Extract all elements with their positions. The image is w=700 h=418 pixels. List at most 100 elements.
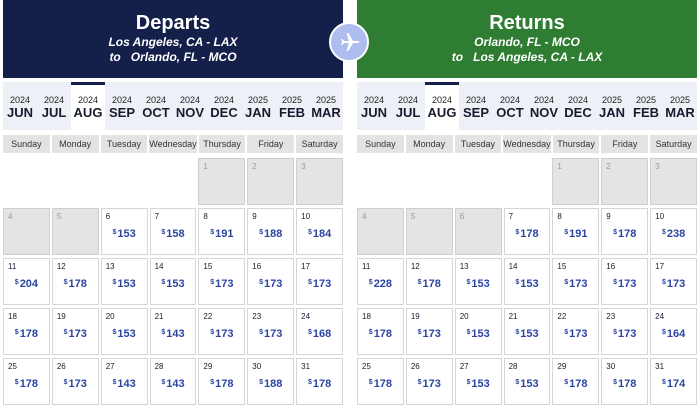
calendar-day[interactable]: 7 $178 (503, 208, 551, 255)
calendar-day[interactable]: 18 $178 (357, 308, 404, 355)
fare-price: $143 (102, 377, 147, 391)
calendar-day[interactable]: 29 $178 (552, 358, 600, 405)
calendar-day[interactable]: 23 $173 (247, 308, 295, 355)
calendar-day[interactable]: 17 $173 (296, 258, 343, 305)
calendar-day[interactable]: 20 $153 (454, 308, 502, 355)
calendar-day[interactable]: 25 $178 (357, 358, 404, 405)
calendar-day[interactable]: 14 $153 (149, 258, 197, 305)
fare-amount: 174 (666, 378, 686, 390)
calendar-day[interactable]: 13 $153 (100, 258, 148, 305)
month-tab-label: OCT (142, 105, 170, 120)
day-number: 19 (410, 312, 420, 321)
calendar-day[interactable]: 27 $143 (100, 358, 148, 405)
calendar-day[interactable]: 12 $178 (51, 258, 99, 305)
calendar-day[interactable]: 26 $173 (51, 358, 99, 405)
calendar-day[interactable]: 11 $204 (3, 258, 50, 305)
fare-amount: 143 (166, 378, 185, 390)
month-tab-nov[interactable]: 2024 NOV (527, 82, 561, 130)
month-tab-dec[interactable]: 2024 DEC (207, 82, 241, 130)
calendar-day[interactable]: 24 $164 (650, 308, 697, 355)
day-number: 30 (606, 362, 616, 371)
month-tab-sep[interactable]: 2024 SEP (459, 82, 493, 130)
month-tab-jun[interactable]: 2024 JUN (3, 82, 37, 130)
fare-price: $178 (199, 377, 244, 391)
month-tab-oct[interactable]: 2024 OCT (139, 82, 173, 130)
month-tab-dec[interactable]: 2024 DEC (561, 82, 595, 130)
calendar-day[interactable]: 31 $178 (296, 358, 343, 405)
month-tab-jul[interactable]: 2024 JUL (391, 82, 425, 130)
month-tab-aug[interactable]: 2024 AUG (425, 82, 459, 130)
calendar-day[interactable]: 19 $173 (405, 308, 453, 355)
calendar-day[interactable]: 28 $143 (149, 358, 197, 405)
calendar-day[interactable]: 21 $153 (503, 308, 551, 355)
currency-symbol: $ (564, 329, 569, 336)
calendar-day[interactable]: 22 $173 (552, 308, 600, 355)
calendar-day[interactable]: 9 $188 (247, 208, 295, 255)
calendar-day[interactable]: 31 $174 (650, 358, 697, 405)
calendar-day[interactable]: 12 $178 (405, 258, 453, 305)
calendar-day[interactable]: 28 $153 (503, 358, 551, 405)
month-tab-year: 2024 (145, 95, 167, 105)
calendar-day[interactable]: 15 $173 (552, 258, 600, 305)
calendar-day[interactable]: 7 $158 (149, 208, 197, 255)
calendar-day[interactable]: 10 $238 (650, 208, 697, 255)
day-number: 4 (362, 212, 367, 221)
month-tab-label: DEC (564, 105, 592, 120)
calendar-day[interactable]: 21 $143 (149, 308, 197, 355)
month-tab-feb[interactable]: 2025 FEB (629, 82, 663, 130)
calendar-day[interactable]: 10 $184 (296, 208, 343, 255)
calendar-day[interactable]: 27 $153 (454, 358, 502, 405)
calendar-day[interactable]: 23 $173 (601, 308, 649, 355)
month-tab-label: JUN (6, 105, 33, 120)
month-tab-jan[interactable]: 2025 JAN (595, 82, 629, 130)
calendar-day[interactable]: 17 $173 (650, 258, 697, 305)
calendar-day[interactable]: 19 $173 (51, 308, 99, 355)
month-tab-mar[interactable]: 2025 MAR (663, 82, 697, 130)
month-tab-oct[interactable]: 2024 OCT (493, 82, 527, 130)
calendar-day[interactable]: 30 $178 (601, 358, 649, 405)
calendar-day[interactable]: 16 $173 (601, 258, 649, 305)
month-tab-year: 2025 (601, 95, 623, 105)
departs-calendar: 1 2 3 4 5 6 $153 7 $158 8 $191 9 $188 10 $184 11 $204 12 $… (3, 158, 343, 405)
month-tab-jan[interactable]: 2025 JAN (241, 82, 275, 130)
calendar-day[interactable]: 8 $191 (198, 208, 246, 255)
calendar-day[interactable]: 18 $178 (3, 308, 50, 355)
calendar-day[interactable]: 26 $173 (405, 358, 453, 405)
calendar-day[interactable]: 16 $173 (247, 258, 295, 305)
calendar-day[interactable]: 30 $188 (247, 358, 295, 405)
calendar-day[interactable]: 14 $153 (503, 258, 551, 305)
fare-price: $153 (456, 327, 501, 341)
calendar-day[interactable]: 15 $173 (198, 258, 246, 305)
month-tab-nov[interactable]: 2024 NOV (173, 82, 207, 130)
weekday-thursday: Thursday (552, 135, 600, 153)
currency-symbol: $ (466, 379, 471, 386)
fare-amount: 153 (117, 278, 136, 290)
calendar-day[interactable]: 20 $153 (100, 308, 148, 355)
month-tab-mar[interactable]: 2025 MAR (309, 82, 343, 130)
fare-amount: 173 (215, 328, 234, 340)
day-number: 14 (154, 262, 164, 271)
weekday-monday: Monday (51, 135, 99, 153)
month-tab-aug[interactable]: 2024 AUG (71, 82, 105, 130)
fare-price: $158 (151, 227, 196, 241)
calendar-day[interactable]: 29 $178 (198, 358, 246, 405)
day-number: 18 (362, 312, 371, 321)
calendar-day[interactable]: 25 $178 (3, 358, 50, 405)
calendar-day[interactable]: 24 $168 (296, 308, 343, 355)
fare-amount: 173 (68, 328, 87, 340)
month-tab-sep[interactable]: 2024 SEP (105, 82, 139, 130)
calendar-day[interactable]: 8 $191 (552, 208, 600, 255)
calendar-day[interactable]: 6 $153 (100, 208, 148, 255)
month-tab-jun[interactable]: 2024 JUN (357, 82, 391, 130)
month-tab-feb[interactable]: 2025 FEB (275, 82, 309, 130)
calendar-day[interactable]: 11 $228 (357, 258, 404, 305)
calendar-day[interactable]: 22 $173 (198, 308, 246, 355)
day-number: 1 (557, 162, 562, 171)
day-number: 22 (557, 312, 567, 321)
calendar-day[interactable]: 9 $178 (601, 208, 649, 255)
month-tab-jul[interactable]: 2024 JUL (37, 82, 71, 130)
returns-weekday-header: Sunday Monday Tuesday Wednesday Thursday Frid… (357, 135, 697, 153)
calendar-day-unavailable: 1 (198, 158, 246, 205)
calendar-day[interactable]: 13 $153 (454, 258, 502, 305)
month-tab-year: 2024 (465, 95, 487, 105)
